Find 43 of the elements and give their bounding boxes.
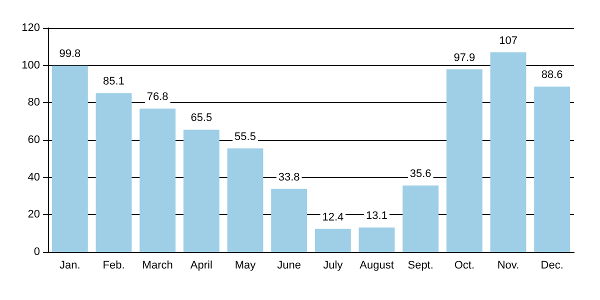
x-tick-label: Dec. — [540, 260, 564, 272]
data-label: 13.1 — [366, 210, 388, 222]
y-tick-label: 100 — [22, 59, 40, 72]
x-tick-label: June — [277, 260, 302, 272]
bar — [446, 69, 482, 252]
bar — [227, 148, 264, 252]
y-tick-label: 20 — [28, 208, 40, 221]
bar — [534, 86, 570, 252]
bar — [314, 228, 351, 252]
bar — [271, 188, 308, 252]
data-label: 99.8 — [59, 48, 81, 60]
data-label: 35.6 — [410, 168, 432, 180]
data-label: 97.9 — [454, 52, 476, 64]
y-tick-label: 60 — [28, 134, 40, 146]
data-label: 12.4 — [322, 211, 344, 224]
bar — [402, 186, 439, 252]
data-label: 85.1 — [103, 76, 124, 88]
x-tick-label: April — [190, 260, 212, 272]
x-tick-label: Nov. — [497, 260, 520, 272]
data-label: 55.5 — [234, 130, 256, 143]
y-tick-label: 120 — [22, 22, 40, 34]
x-tick-label: Feb. — [102, 260, 125, 272]
x-tick-label: May — [234, 260, 256, 272]
data-label: 76.8 — [146, 91, 168, 104]
x-tick-label: July — [323, 260, 344, 272]
bar — [140, 108, 176, 252]
bar — [358, 228, 395, 252]
x-tick-label: Oct. — [454, 260, 475, 272]
bar — [183, 130, 220, 252]
x-tick-label: August — [360, 260, 394, 272]
bar — [52, 66, 88, 252]
y-tick-label: 0 — [34, 246, 40, 258]
data-label: 88.6 — [541, 69, 563, 82]
x-tick-label: Sept. — [408, 260, 434, 272]
y-tick-label: 40 — [28, 171, 40, 184]
data-label: 33.8 — [278, 171, 300, 184]
bar — [96, 93, 132, 252]
data-label: 107 — [499, 34, 518, 47]
y-tick-label: 80 — [28, 96, 40, 109]
x-tick-label: Jan. — [60, 260, 80, 272]
x-tick-label: March — [142, 260, 173, 272]
bar — [490, 52, 526, 252]
data-label: 65.5 — [190, 112, 212, 124]
